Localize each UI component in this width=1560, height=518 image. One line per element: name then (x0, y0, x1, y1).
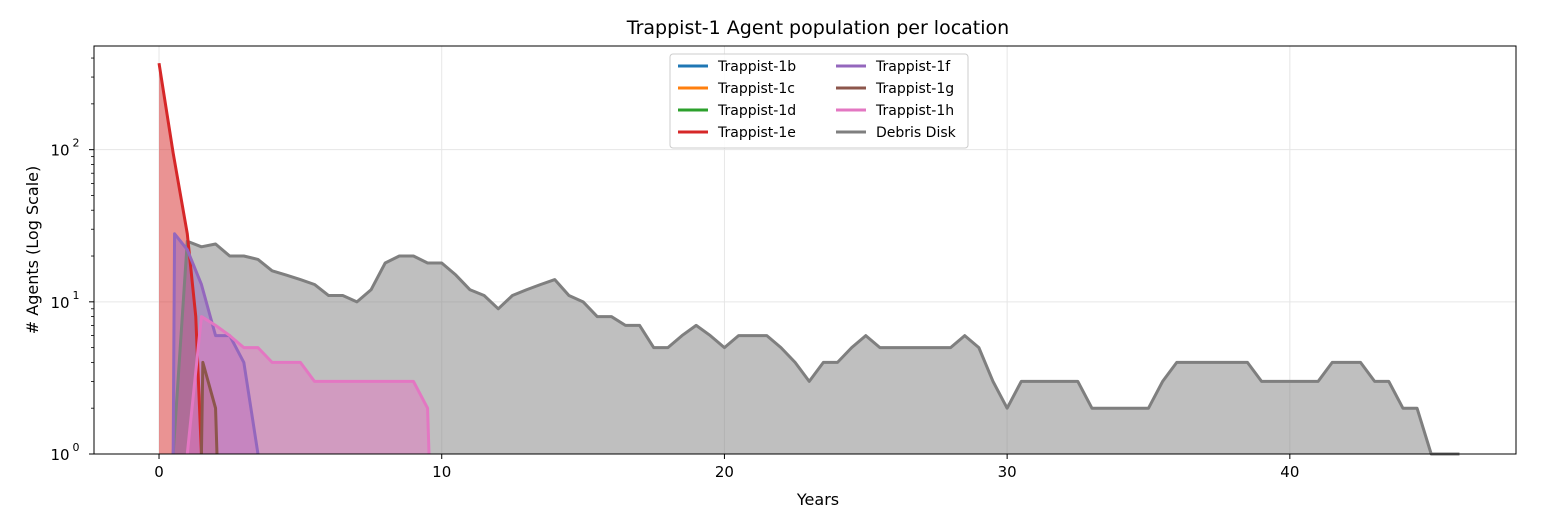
series-area (187, 316, 429, 454)
legend-label: Trappist-1h (875, 103, 954, 119)
plot-frame (93, 45, 1517, 455)
legend-box (669, 53, 969, 149)
legend-label: Debris Disk (876, 125, 957, 141)
x-tick-label: 20 (715, 463, 734, 481)
y-tick-label: 10 (50, 446, 69, 464)
series-line-layer (157, 62, 1460, 456)
legend: Trappist-1b Trappist-1c Trappist-1d Trappis… (669, 53, 969, 149)
series-line (199, 360, 219, 455)
y-tick-label: 10 (50, 142, 69, 160)
legend-label: Trappist-1f (875, 59, 951, 75)
x-tick-label: 40 (1280, 463, 1299, 481)
x-tick-label: 10 (432, 463, 451, 481)
y-tick-exponent: 2 (73, 137, 80, 150)
tick-layer: 0 10 20 30 40 10 0 10 1 10 2 (50, 57, 1299, 481)
y-tick-exponent: 1 (73, 289, 80, 302)
y-tick-exponent: 0 (73, 441, 80, 454)
x-axis-title: Years (796, 490, 839, 509)
series-line (171, 239, 1460, 456)
legend-label: Trappist-1d (717, 103, 796, 119)
series-area (173, 241, 1460, 454)
y-tick-label: 10 (50, 294, 69, 312)
legend-label: Trappist-1e (717, 125, 796, 141)
legend-label: Trappist-1c (717, 81, 795, 97)
legend-label: Trappist-1g (875, 81, 954, 97)
series-line (171, 232, 260, 455)
series-line (185, 315, 431, 455)
x-tick-label: 0 (154, 463, 164, 481)
x-tick-label: 30 (998, 463, 1017, 481)
chart-title: Trappist-1 Agent population per location (626, 17, 1009, 39)
legend-label: Trappist-1b (717, 59, 796, 75)
y-axis-title: # Agents (Log Scale) (23, 166, 42, 334)
